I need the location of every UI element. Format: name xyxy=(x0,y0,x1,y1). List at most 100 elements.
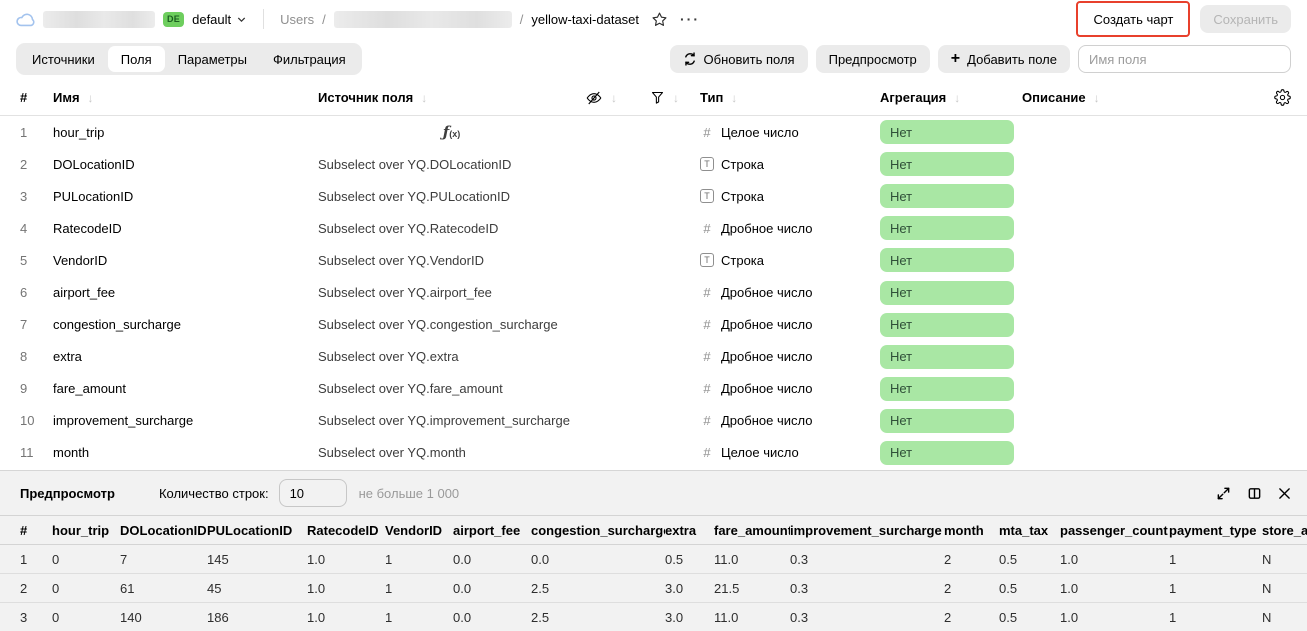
refresh-icon xyxy=(683,52,697,66)
field-type-select[interactable]: # Дробное число xyxy=(700,381,880,396)
preview-cell: 2.5 xyxy=(531,580,550,596)
field-name[interactable]: VendorID xyxy=(53,252,108,268)
preview-column-header: mta_tax xyxy=(999,522,1049,538)
field-type-select[interactable]: # Дробное число xyxy=(700,317,880,332)
aggregation-select[interactable]: Нет xyxy=(880,216,1014,241)
preview-column-header: PULocationID xyxy=(207,522,293,538)
aggregation-select[interactable]: Нет xyxy=(880,248,1014,273)
preview-column-header: extra xyxy=(665,522,697,538)
field-name[interactable]: month xyxy=(53,445,90,461)
field-type-select[interactable]: T Строка xyxy=(700,253,880,268)
sort-arrow-icon: ↓ xyxy=(87,90,94,105)
aggregation-select[interactable]: Нет xyxy=(880,440,1014,465)
row-count-input[interactable] xyxy=(278,479,347,507)
aggregation-select[interactable]: Нет xyxy=(880,184,1014,209)
field-type-label: Строка xyxy=(721,188,765,204)
aggregation-select[interactable]: Нет xyxy=(880,344,1014,369)
field-row: 4 RatecodeID Subselect over YQ.RatecodeID #… xyxy=(0,212,1307,244)
add-field-button[interactable]: + Добавить поле xyxy=(937,45,1070,73)
field-name[interactable]: fare_amount xyxy=(53,381,126,397)
create-chart-button[interactable]: Создать чарт xyxy=(1080,5,1187,33)
column-type[interactable]: Тип ↓ xyxy=(700,90,738,105)
preview-column-header: store_an xyxy=(1262,522,1307,538)
more-menu-icon[interactable]: ··· xyxy=(680,11,701,27)
field-name[interactable]: airport_fee xyxy=(53,285,116,301)
field-row-number: 11 xyxy=(20,445,34,461)
field-source: Subselect over YQ.VendorID xyxy=(318,252,484,268)
split-view-icon[interactable] xyxy=(1247,486,1262,501)
aggregation-select[interactable]: Нет xyxy=(880,408,1014,433)
column-aggregation[interactable]: Агрегация ↓ xyxy=(880,90,961,105)
tab-fields[interactable]: Поля xyxy=(107,46,165,72)
preview-cell: 1 xyxy=(1169,609,1177,625)
aggregation-select[interactable]: Нет xyxy=(880,376,1014,401)
preview-cell: 11.0 xyxy=(714,609,739,625)
field-type-select[interactable]: T Строка xyxy=(700,157,880,172)
preview-cell: 0.0 xyxy=(531,551,550,567)
preview-column-header: improvement_surcharge xyxy=(790,522,942,538)
preview-cell: 1 xyxy=(1169,551,1177,567)
field-type-select[interactable]: # Дробное число xyxy=(700,349,880,364)
field-type-select[interactable]: # Дробное число xyxy=(700,285,880,300)
field-type-select[interactable]: T Строка xyxy=(700,189,880,204)
field-name[interactable]: extra xyxy=(53,349,82,365)
close-preview-icon[interactable] xyxy=(1278,487,1291,500)
field-name[interactable]: hour_trip xyxy=(53,124,105,140)
aggregation-select[interactable]: Нет xyxy=(880,120,1014,145)
field-row-number: 4 xyxy=(20,220,28,236)
refresh-fields-button[interactable]: Обновить поля xyxy=(669,45,808,73)
field-type-select[interactable]: # Дробное число xyxy=(700,221,880,236)
field-name[interactable]: DOLocationID xyxy=(53,156,135,172)
field-type-select[interactable]: # Целое число xyxy=(700,125,880,140)
preview-column-header: RatecodeID xyxy=(307,522,379,538)
field-row-number: 10 xyxy=(20,413,35,429)
preview-cell: 3 xyxy=(20,609,28,625)
aggregation-select[interactable]: Нет xyxy=(880,280,1014,305)
column-filter[interactable]: ↓ xyxy=(650,90,700,105)
breadcrumb-folder-redacted[interactable] xyxy=(333,10,512,28)
column-name[interactable]: Имя ↓ xyxy=(53,90,94,105)
preview-cell: 186 xyxy=(207,609,229,625)
field-row: 2 DOLocationID Subselect over YQ.DOLocatio… xyxy=(0,148,1307,180)
toolbar: Источники Поля Параметры Фильтрация Обновит… xyxy=(0,38,1307,80)
number-type-icon: # xyxy=(703,381,711,397)
tab-filtering[interactable]: Фильтрация xyxy=(273,51,346,67)
field-name[interactable]: congestion_surcharge xyxy=(53,317,181,333)
preview-cell: 45 xyxy=(207,580,222,596)
breadcrumb-root[interactable]: Users xyxy=(280,11,315,27)
environment-badge: DE xyxy=(163,11,185,27)
expand-preview-icon[interactable] xyxy=(1216,486,1231,501)
field-name[interactable]: RatecodeID xyxy=(53,220,122,236)
field-name-search-input[interactable] xyxy=(1078,45,1291,73)
field-name[interactable]: improvement_surcharge xyxy=(53,413,194,429)
workspace-name-redacted[interactable] xyxy=(43,10,155,28)
field-type-label: Дробное число xyxy=(721,285,813,301)
sort-arrow-icon: ↓ xyxy=(611,90,617,105)
field-type-select[interactable]: # Целое число xyxy=(700,445,880,460)
tab-parameters[interactable]: Параметры xyxy=(177,51,247,67)
field-name[interactable]: PULocationID xyxy=(53,188,134,204)
preview-toggle-button[interactable]: Предпросмотр xyxy=(815,45,930,73)
preview-cell: 0.3 xyxy=(790,580,809,596)
environment-selector[interactable]: default xyxy=(192,12,247,27)
preview-cell: 2 xyxy=(20,580,28,596)
save-button[interactable]: Сохранить xyxy=(1200,5,1291,33)
fields-table-header: # Имя ↓ Источник поля ↓ ↓ ↓ Тип ↓ Агрега… xyxy=(0,80,1307,116)
column-visibility[interactable]: ↓ xyxy=(585,89,650,107)
field-type-label: Целое число xyxy=(721,445,799,461)
preview-cell: 1.0 xyxy=(1060,580,1079,596)
preview-cell: 0.0 xyxy=(453,580,472,596)
favorite-star-icon[interactable] xyxy=(651,11,668,28)
column-description[interactable]: Описание ↓ xyxy=(1022,90,1100,105)
preview-cell: 0.3 xyxy=(790,609,809,625)
field-row-number: 6 xyxy=(20,285,28,301)
aggregation-select[interactable]: Нет xyxy=(880,312,1014,337)
aggregation-select[interactable]: Нет xyxy=(880,152,1014,177)
row-count-label: Количество строк: xyxy=(158,485,269,501)
preview-cell: 0 xyxy=(52,580,60,596)
column-source[interactable]: Источник поля ↓ xyxy=(318,90,428,105)
table-settings-gear-icon[interactable] xyxy=(1274,89,1291,106)
field-type-select[interactable]: # Дробное число xyxy=(700,413,880,428)
tab-sources[interactable]: Источники xyxy=(32,51,95,67)
preview-cell: 2 xyxy=(944,609,952,625)
